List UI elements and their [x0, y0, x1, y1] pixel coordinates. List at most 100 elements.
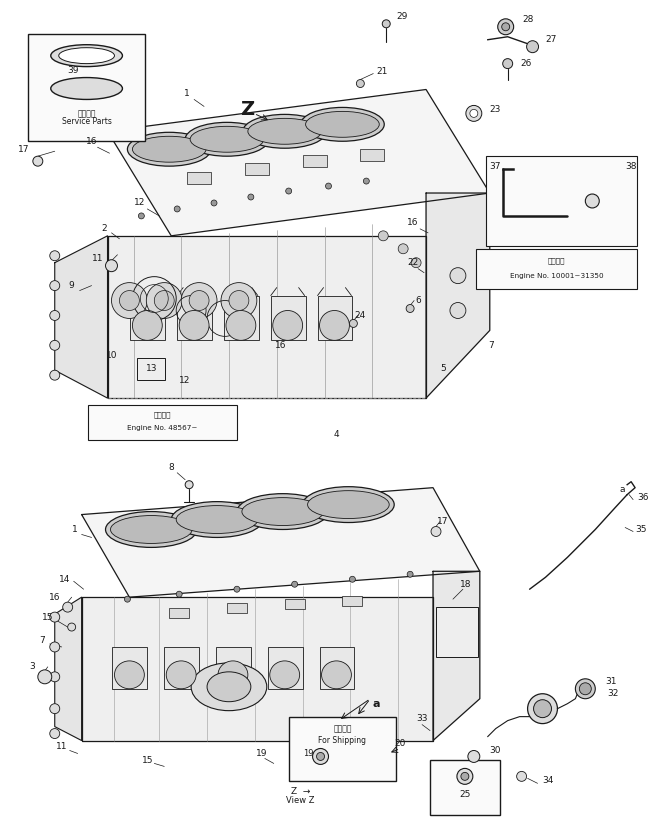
- Bar: [476, 249, 637, 289]
- Circle shape: [411, 258, 421, 268]
- Text: 34: 34: [543, 776, 554, 785]
- Ellipse shape: [248, 119, 321, 144]
- Circle shape: [286, 188, 291, 194]
- Bar: [169, 608, 189, 618]
- Text: 33: 33: [416, 714, 428, 723]
- Circle shape: [50, 672, 60, 682]
- Text: 16: 16: [275, 341, 286, 350]
- Ellipse shape: [114, 660, 144, 689]
- Text: 36: 36: [637, 493, 648, 502]
- Bar: [227, 603, 247, 613]
- Text: 9: 9: [69, 281, 75, 290]
- Circle shape: [185, 481, 193, 488]
- Circle shape: [106, 260, 117, 271]
- Ellipse shape: [308, 491, 389, 519]
- Text: 15: 15: [42, 613, 53, 621]
- Text: 22: 22: [408, 258, 419, 267]
- Bar: [130, 296, 165, 341]
- Ellipse shape: [189, 291, 209, 311]
- Text: 11: 11: [56, 742, 67, 751]
- Text: 14: 14: [59, 574, 70, 584]
- Circle shape: [38, 670, 52, 684]
- Circle shape: [517, 772, 526, 782]
- Bar: [224, 296, 259, 341]
- Ellipse shape: [154, 291, 174, 311]
- Circle shape: [406, 305, 414, 312]
- Text: 32: 32: [607, 689, 618, 698]
- Circle shape: [526, 41, 539, 53]
- Ellipse shape: [110, 515, 192, 544]
- Text: Z: Z: [240, 100, 254, 119]
- Bar: [436, 607, 478, 657]
- Circle shape: [407, 571, 413, 577]
- Ellipse shape: [450, 302, 466, 318]
- Ellipse shape: [58, 48, 114, 63]
- Circle shape: [528, 694, 557, 724]
- Circle shape: [313, 748, 328, 764]
- Text: 30: 30: [490, 746, 501, 755]
- Ellipse shape: [146, 282, 182, 318]
- Text: 8: 8: [168, 463, 174, 473]
- Circle shape: [503, 58, 513, 68]
- Circle shape: [470, 109, 478, 118]
- Ellipse shape: [319, 311, 349, 341]
- Text: 12: 12: [178, 376, 190, 385]
- Bar: [360, 149, 384, 161]
- Text: 12: 12: [134, 199, 145, 207]
- Text: 6: 6: [415, 296, 421, 305]
- Text: 3: 3: [29, 662, 35, 671]
- Ellipse shape: [229, 291, 249, 311]
- Ellipse shape: [242, 498, 323, 525]
- Circle shape: [461, 772, 469, 781]
- Polygon shape: [108, 89, 490, 235]
- Text: 7: 7: [39, 636, 45, 645]
- Text: 制備専用: 制備専用: [77, 109, 96, 118]
- Circle shape: [502, 23, 509, 31]
- Circle shape: [317, 752, 324, 761]
- Circle shape: [125, 596, 130, 602]
- Text: Engine No. 10001~31350: Engine No. 10001~31350: [509, 273, 604, 279]
- Ellipse shape: [218, 660, 248, 689]
- Bar: [187, 172, 211, 184]
- Circle shape: [382, 20, 390, 28]
- Circle shape: [50, 341, 60, 351]
- Ellipse shape: [450, 268, 466, 284]
- Text: 送付器品: 送付器品: [333, 724, 352, 733]
- Bar: [216, 647, 251, 689]
- Text: 25: 25: [459, 790, 471, 799]
- Text: 21: 21: [376, 67, 387, 76]
- Bar: [177, 296, 212, 341]
- Bar: [285, 600, 304, 609]
- Polygon shape: [55, 597, 82, 741]
- Circle shape: [356, 79, 364, 88]
- Circle shape: [585, 194, 599, 208]
- Text: 1: 1: [72, 525, 77, 534]
- Circle shape: [50, 311, 60, 321]
- Bar: [112, 647, 147, 689]
- Polygon shape: [108, 235, 426, 398]
- Text: 19: 19: [256, 749, 267, 758]
- Ellipse shape: [190, 126, 263, 152]
- Text: Engine No. 48567~: Engine No. 48567~: [127, 425, 197, 431]
- Text: 23: 23: [490, 105, 501, 114]
- Text: 17: 17: [18, 144, 30, 154]
- Text: 11: 11: [92, 254, 103, 263]
- Circle shape: [398, 244, 408, 254]
- Text: 適用号等: 適用号等: [548, 257, 565, 264]
- Text: 20: 20: [395, 739, 406, 748]
- Text: Service Parts: Service Parts: [62, 117, 112, 126]
- Bar: [245, 163, 269, 175]
- Circle shape: [50, 250, 60, 261]
- Text: 31: 31: [606, 677, 617, 686]
- Text: 13: 13: [145, 364, 157, 372]
- Text: 35: 35: [635, 525, 646, 534]
- Text: View Z: View Z: [286, 796, 315, 805]
- Ellipse shape: [237, 493, 328, 529]
- Text: 16: 16: [49, 593, 60, 602]
- Bar: [28, 33, 145, 141]
- Circle shape: [50, 370, 60, 380]
- Ellipse shape: [112, 282, 147, 318]
- Text: 4: 4: [334, 430, 339, 439]
- Ellipse shape: [191, 663, 267, 711]
- Text: 16: 16: [86, 137, 97, 146]
